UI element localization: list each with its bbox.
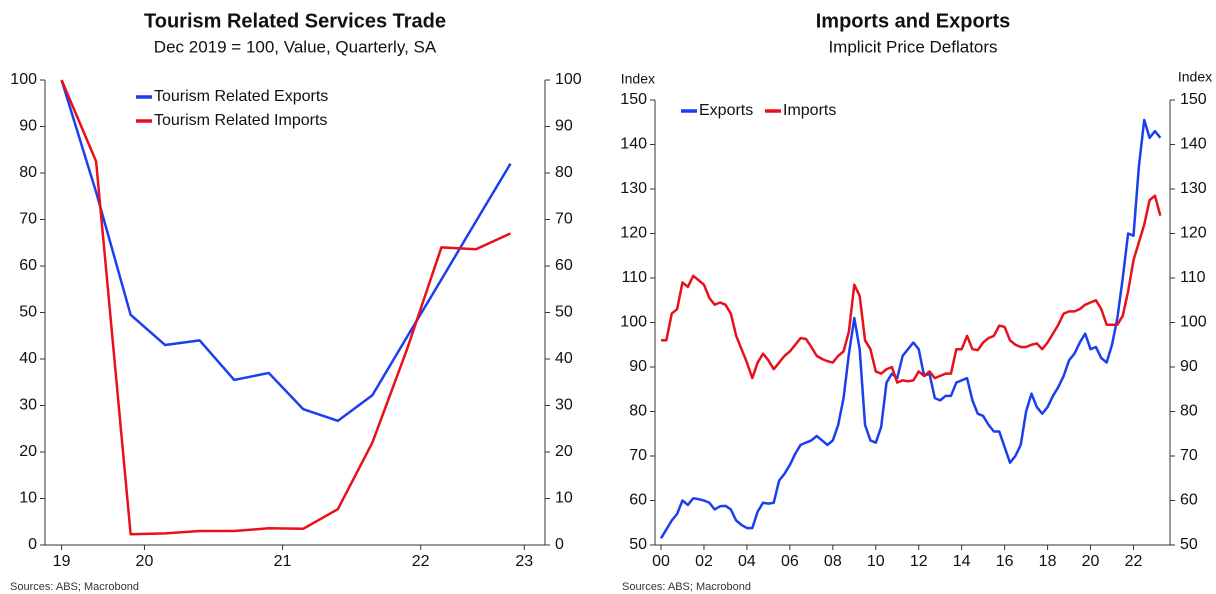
y-tick-label: 40	[19, 350, 37, 367]
x-tick-label: 08	[824, 553, 842, 570]
y-tick-label: 50	[629, 536, 647, 553]
source: Sources: ABS; Macrobond	[622, 581, 751, 593]
y2-tick-label: 70	[555, 211, 573, 228]
y2-tick-label: 70	[1180, 447, 1198, 464]
x-tick-label: 20	[1082, 553, 1100, 570]
y2-tick-label: 0	[555, 536, 564, 553]
y2-tick-label: 90	[555, 118, 573, 135]
y-tick-label: 0	[28, 536, 37, 553]
series-line	[659, 118, 1162, 539]
x-tick-label: 00	[652, 553, 670, 570]
y-tick-label: 50	[19, 304, 37, 321]
y-tick-label: 100	[620, 314, 647, 331]
x-tick-label: 04	[738, 553, 756, 570]
x-tick-label: 14	[953, 553, 971, 570]
chart-title: Tourism Related Services Trade	[144, 10, 446, 32]
y-tick-label: 60	[629, 492, 647, 509]
y-tick-label: 120	[620, 225, 647, 242]
y2-tick-label: 40	[555, 350, 573, 367]
x-tick-label: 20	[136, 553, 154, 570]
legend-label: Tourism Related Exports	[154, 88, 328, 105]
y-tick-label: 90	[629, 358, 647, 375]
y-tick-label: 90	[19, 118, 37, 135]
y2-tick-label: 80	[555, 164, 573, 181]
legend-label: Exports	[699, 102, 753, 119]
y-tick-label: 150	[620, 91, 647, 108]
y-tick-label: 100	[10, 71, 37, 88]
legend-label: Tourism Related Imports	[154, 112, 327, 129]
y2-tick-label: 20	[555, 443, 573, 460]
series-line	[60, 79, 511, 536]
y2-tick-label: 80	[1180, 403, 1198, 420]
y2-tick-label: 60	[1180, 492, 1198, 509]
y-tick-label: 70	[19, 211, 37, 228]
x-tick-label: 22	[1125, 553, 1143, 570]
y-tick-label: 30	[19, 397, 37, 414]
y2-tick-label: 100	[555, 71, 582, 88]
y-tick-label: 80	[629, 403, 647, 420]
x-tick-label: 23	[515, 553, 533, 570]
x-tick-label: 21	[274, 553, 292, 570]
series-line	[60, 79, 512, 423]
y-tick-label: 70	[629, 447, 647, 464]
y2-tick-label: 50	[1180, 536, 1198, 553]
y2-tick-label: 10	[555, 490, 573, 507]
y-tick-label: 60	[19, 257, 37, 274]
x-tick-label: 02	[695, 553, 713, 570]
y2-axis-label: Index	[1178, 69, 1212, 85]
y2-tick-label: 50	[555, 304, 573, 321]
chart-subtitle: Implicit Price Deflators	[828, 37, 997, 56]
y-tick-label: 130	[620, 180, 647, 197]
x-tick-label: 19	[53, 553, 71, 570]
y-tick-label: 10	[19, 490, 37, 507]
x-tick-label: 12	[910, 553, 928, 570]
x-tick-label: 18	[1039, 553, 1057, 570]
y-axis-label: Index	[621, 71, 655, 87]
y2-tick-label: 140	[1180, 136, 1207, 153]
source: Sources: ABS; Macrobond	[10, 581, 139, 593]
y2-tick-label: 150	[1180, 91, 1207, 108]
x-tick-label: 16	[996, 553, 1014, 570]
y2-tick-label: 120	[1180, 225, 1207, 242]
y2-tick-label: 110	[1180, 269, 1206, 286]
x-tick-label: 06	[781, 553, 799, 570]
chart-title: Imports and Exports	[816, 10, 1010, 32]
y-tick-label: 80	[19, 164, 37, 181]
chart-subtitle: Dec 2019 = 100, Value, Quarterly, SA	[154, 37, 437, 56]
y-tick-label: 20	[19, 443, 37, 460]
y2-tick-label: 90	[1180, 358, 1198, 375]
legend-label: Imports	[783, 102, 836, 119]
y2-tick-label: 60	[555, 257, 573, 274]
x-tick-label: 22	[412, 553, 430, 570]
y2-tick-label: 100	[1180, 314, 1207, 331]
series-line	[661, 194, 1162, 384]
y2-tick-label: 30	[555, 397, 573, 414]
y-tick-label: 110	[621, 269, 647, 286]
y-tick-label: 140	[620, 136, 647, 153]
x-tick-label: 10	[867, 553, 885, 570]
y2-tick-label: 130	[1180, 180, 1207, 197]
